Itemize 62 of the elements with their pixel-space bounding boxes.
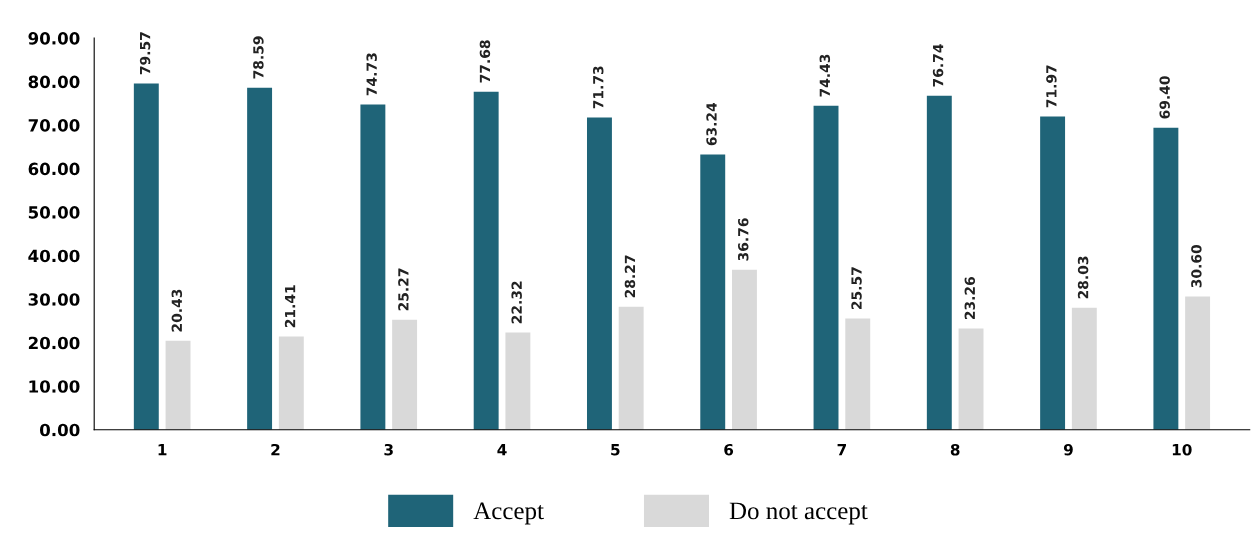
data-label: 36.76 [737, 218, 749, 261]
bar [360, 104, 386, 430]
data-label: 63.24 [706, 102, 717, 146]
data-label: 74.43 [819, 54, 831, 97]
x-tick-label: 5 [611, 444, 620, 456]
bar [845, 318, 871, 430]
x-tick-label: 4 [497, 444, 507, 456]
data-label: 22.32 [511, 281, 522, 324]
legend-label: Do not accept [729, 502, 868, 525]
y-tick-label: 30.00 [28, 293, 80, 306]
data-label: 28.03 [1077, 256, 1089, 299]
bar [1185, 296, 1211, 430]
y-tick-label: 60.00 [28, 162, 80, 176]
data-label: 77.68 [479, 40, 491, 83]
legend-label: Accept [473, 502, 544, 525]
x-tick-label: 6 [724, 443, 734, 456]
x-tick-label: 9 [1063, 443, 1073, 456]
bar [1071, 307, 1097, 430]
bar [247, 87, 273, 430]
data-label: 79.57 [139, 32, 151, 75]
bar [926, 95, 952, 430]
y-tick-label: 80.00 [28, 75, 80, 89]
bar [278, 336, 304, 430]
x-tick-label: 3 [384, 443, 393, 456]
bar [958, 328, 984, 430]
y-tick-label: 0.00 [39, 423, 80, 437]
data-label: 28.27 [624, 255, 636, 298]
bar [392, 319, 418, 430]
bar [700, 154, 726, 430]
bar [732, 269, 757, 430]
data-label: 23.26 [964, 277, 976, 320]
bar [473, 91, 499, 430]
bar [587, 117, 612, 430]
x-tick-label: 8 [950, 443, 960, 456]
y-tick-label: 40.00 [28, 249, 80, 263]
x-tick-label: 2 [271, 443, 280, 456]
y-tick-label: 10.00 [29, 380, 80, 393]
data-label: 25.27 [398, 268, 409, 311]
data-label: 30.60 [1191, 244, 1202, 288]
data-label: 76.74 [932, 44, 944, 87]
bar [1040, 116, 1066, 430]
data-label: 71.73 [592, 66, 604, 109]
data-label: 20.43 [171, 289, 183, 332]
x-tick-label: 1 [158, 444, 167, 456]
bar [165, 340, 191, 430]
y-tick-label: 20.00 [28, 336, 80, 350]
data-label: 69.40 [1159, 76, 1170, 119]
bar [505, 332, 531, 430]
bar [1153, 127, 1179, 430]
data-label: 21.41 [284, 285, 296, 328]
bar [133, 83, 159, 430]
y-tick-label: 50.00 [28, 206, 80, 219]
bar [813, 105, 839, 430]
data-label: 78.59 [253, 36, 264, 79]
data-label: 71.97 [1046, 65, 1057, 108]
bar [618, 306, 644, 430]
data-label: 25.57 [851, 267, 862, 310]
x-tick-label: 7 [837, 444, 846, 456]
x-tick-label: 10 [1172, 443, 1192, 456]
data-label: 74.73 [366, 53, 377, 96]
y-tick-label: 70.00 [28, 119, 80, 132]
y-tick-label: 90.00 [28, 32, 80, 45]
